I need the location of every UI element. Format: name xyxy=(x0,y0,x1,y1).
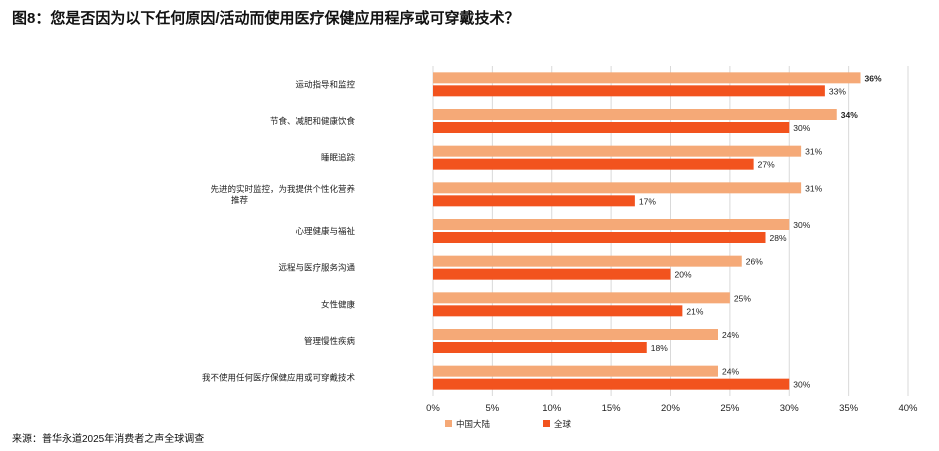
bar-global xyxy=(433,268,671,280)
x-tick-label: 15% xyxy=(602,403,622,414)
x-tick-label: 35% xyxy=(839,403,859,414)
data-label: 25% xyxy=(734,293,751,303)
data-label: 18% xyxy=(651,343,668,353)
x-tick-label: 40% xyxy=(898,403,918,414)
data-label: 30% xyxy=(793,220,810,230)
bar-global xyxy=(433,122,790,133)
legend-label-global: 全球 xyxy=(554,419,572,429)
category-label: 我不使用任何医疗保健应用或可穿戴技术 xyxy=(202,373,356,383)
data-label: 30% xyxy=(793,123,810,133)
bar-global xyxy=(433,378,790,390)
data-label: 31% xyxy=(805,147,822,157)
category-label: 管理慢性疾病 xyxy=(304,336,356,346)
x-tick-label: 0% xyxy=(426,403,440,414)
x-tick-label: 25% xyxy=(720,403,740,414)
category-labels: 运动指导和监控节食、减肥和健康饮食睡眠追踪先进的实时监控，为我提供个性化营养推荐… xyxy=(202,79,356,382)
data-label: 26% xyxy=(746,257,763,267)
bar-china xyxy=(433,219,790,230)
x-tick-label: 10% xyxy=(542,403,562,414)
legend-swatch-global xyxy=(543,420,550,427)
data-label: 28% xyxy=(770,233,787,243)
data-label: 27% xyxy=(758,160,775,170)
data-label: 31% xyxy=(805,183,822,193)
chart-title: 图8：您是否因为以下任何原因/活动而使用医疗保健应用程序或可穿戴技术？ xyxy=(12,10,520,27)
bar-china xyxy=(433,365,718,377)
bar-global xyxy=(433,342,647,353)
bar-china xyxy=(433,329,718,340)
category-label: 远程与医疗服务沟通 xyxy=(278,263,355,273)
x-tick-label: 20% xyxy=(661,403,681,414)
bar-global xyxy=(433,195,635,207)
bar-global xyxy=(433,232,766,243)
bar-global xyxy=(433,158,754,170)
category-label: 女性健康 xyxy=(321,299,356,309)
data-label: 33% xyxy=(829,86,846,96)
x-tick-label: 5% xyxy=(486,403,500,414)
category-label: 节食、减肥和健康饮食 xyxy=(270,116,356,126)
category-label: 推荐 xyxy=(231,195,249,205)
bar-china xyxy=(433,255,742,267)
bar-china xyxy=(433,182,802,194)
bar-china xyxy=(433,109,837,120)
bar-global xyxy=(433,85,825,97)
legend-swatch-china xyxy=(445,420,452,427)
bar-china xyxy=(433,145,802,157)
bar-china xyxy=(433,72,861,84)
legend: 中国大陆 全球 xyxy=(445,419,572,429)
data-label: 34% xyxy=(841,110,858,120)
category-label: 先进的实时监控，为我提供个性化营养 xyxy=(210,184,355,194)
data-label: 20% xyxy=(675,270,692,280)
bar-china xyxy=(433,292,730,304)
data-label: 24% xyxy=(722,330,739,340)
category-label: 睡眠追踪 xyxy=(321,153,356,163)
data-label: 36% xyxy=(865,73,882,83)
data-label: 17% xyxy=(639,196,656,206)
category-label: 心理健康与福祉 xyxy=(295,226,355,236)
category-label: 运动指导和监控 xyxy=(295,79,355,89)
bar-global xyxy=(433,305,683,317)
source-note: 来源：普华永道2025年消费者之声全球调查 xyxy=(12,434,205,445)
gridlines xyxy=(432,66,909,396)
data-label: 24% xyxy=(722,367,739,377)
data-label: 30% xyxy=(793,380,810,390)
x-tick-labels: 0% 5% 10% 15% 20% 25% 30% 35% 40% xyxy=(426,403,918,414)
bars: 36% 33% 34% 30% 31% 27% 31% 17% 30% 28% 26% 20% 25% 2… xyxy=(433,72,882,390)
data-label: 21% xyxy=(686,306,703,316)
legend-label-china: 中国大陆 xyxy=(456,419,491,429)
x-tick-label: 30% xyxy=(780,403,800,414)
